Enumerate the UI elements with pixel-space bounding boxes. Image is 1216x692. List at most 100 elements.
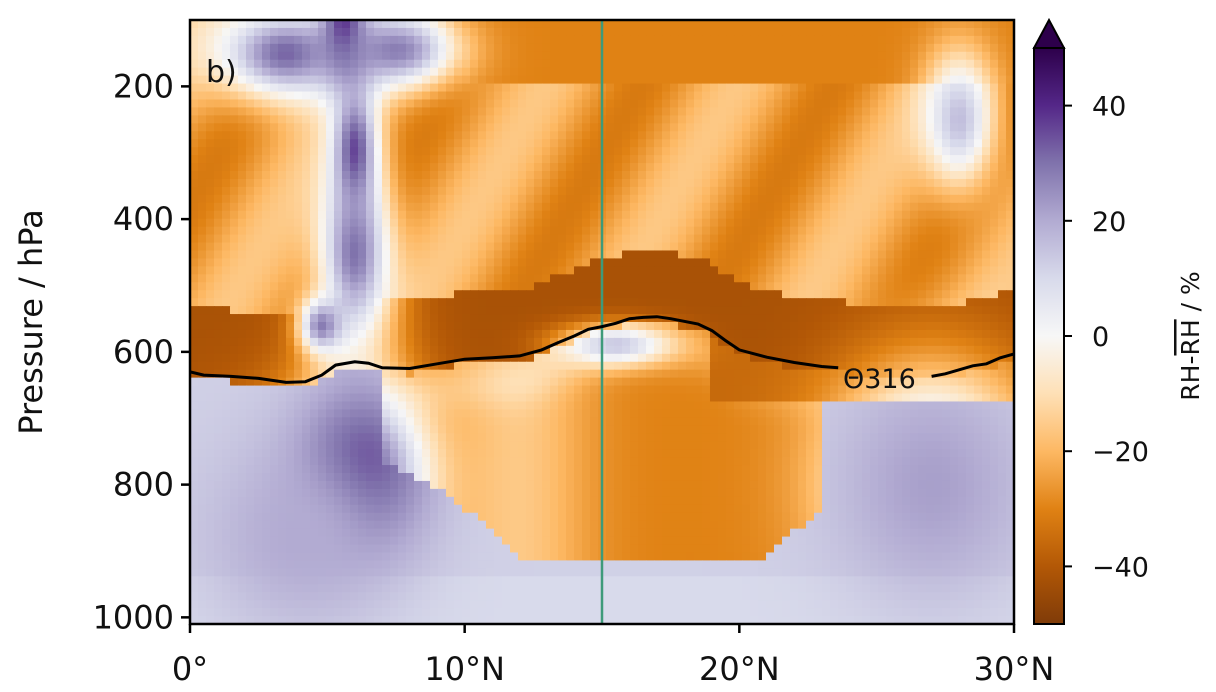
heatmap-cell [1006, 218, 1014, 228]
heatmap-cell [718, 107, 727, 116]
heatmap-cell [822, 202, 831, 212]
heatmap-cell [478, 210, 487, 220]
heatmap-cell [934, 83, 943, 93]
heatmap-cell [254, 155, 263, 164]
heatmap-cell [254, 20, 263, 29]
heatmap-cell [670, 107, 679, 116]
heatmap-cell [646, 35, 655, 45]
heatmap-cell [646, 393, 655, 403]
heatmap-cell [654, 353, 663, 363]
heatmap-cell [390, 155, 399, 164]
heatmap-cell [902, 51, 911, 61]
heatmap-cell [854, 107, 863, 116]
heatmap-cell [222, 306, 231, 315]
heatmap-cell [502, 139, 511, 148]
heatmap-cell [726, 234, 735, 244]
heatmap-cell [734, 226, 743, 236]
heatmap-cell [342, 27, 351, 37]
heatmap-cell [358, 59, 367, 69]
heatmap-cell [766, 194, 775, 204]
heatmap-cell [550, 115, 559, 124]
heatmap-cell [678, 83, 687, 93]
heatmap-cell [838, 274, 847, 283]
heatmap-cell [734, 385, 743, 395]
heatmap-cell [430, 139, 439, 148]
heatmap-cell [694, 131, 703, 140]
heatmap-cell [254, 385, 263, 395]
heatmap-cell [662, 171, 671, 180]
heatmap-cell [334, 282, 343, 291]
heatmap-cell [902, 20, 911, 29]
heatmap-cell [966, 314, 975, 323]
heatmap-cell [886, 35, 895, 45]
heatmap-cell [750, 369, 759, 379]
heatmap-cell [822, 171, 831, 180]
heatmap-cell [558, 393, 567, 403]
heatmap-cell [422, 155, 431, 164]
heatmap-cell [462, 99, 471, 109]
heatmap-cell [766, 123, 775, 132]
heatmap-cell [294, 337, 303, 347]
heatmap-cell [422, 234, 431, 244]
heatmap-cell [606, 282, 615, 291]
heatmap-cell [926, 226, 935, 236]
heatmap-cell [582, 401, 591, 411]
heatmap-cell [838, 353, 847, 363]
heatmap-cell [806, 59, 815, 69]
heatmap-cell [670, 345, 679, 355]
heatmap-cell [534, 290, 543, 299]
heatmap-cell [278, 306, 287, 315]
heatmap-cell [446, 337, 455, 347]
heatmap-cell [758, 51, 767, 61]
heatmap-cell [790, 115, 799, 124]
heatmap-cell [238, 27, 247, 37]
heatmap-cell [382, 83, 391, 93]
heatmap-cell [726, 226, 735, 236]
heatmap-cell [934, 314, 943, 323]
heatmap-cell [694, 274, 703, 283]
heatmap-cell [790, 171, 799, 180]
heatmap-cell [358, 393, 367, 403]
heatmap-cell [438, 43, 447, 53]
heatmap-cell [286, 186, 295, 196]
heatmap-cell [310, 393, 319, 403]
heatmap-cell [710, 274, 719, 283]
heatmap-cell [854, 314, 863, 323]
heatmap-cell [326, 20, 335, 29]
heatmap-cell [838, 234, 847, 244]
heatmap-cell [398, 147, 407, 156]
heatmap-cell [454, 59, 463, 69]
heatmap-cell [910, 226, 919, 236]
heatmap-cell [958, 242, 967, 252]
heatmap-cell [358, 377, 367, 387]
heatmap-cell [670, 329, 679, 339]
heatmap-cell [254, 361, 263, 371]
heatmap-cell [478, 51, 487, 61]
heatmap-cell [286, 123, 295, 132]
heatmap-cell [366, 171, 375, 180]
heatmap-cell [406, 35, 415, 45]
heatmap-cell [662, 345, 671, 355]
heatmap-cell [678, 290, 687, 299]
heatmap-cell [422, 139, 431, 148]
heatmap-cell [758, 306, 767, 315]
heatmap-cell [942, 290, 951, 299]
heatmap-cell [478, 186, 487, 196]
heatmap-cell [782, 202, 791, 212]
heatmap-cell [982, 155, 991, 164]
heatmap-cell [230, 99, 239, 109]
heatmap-cell [886, 250, 895, 260]
heatmap-cell [718, 210, 727, 220]
heatmap-cell [542, 107, 551, 116]
heatmap-cell [278, 75, 287, 85]
heatmap-cell [446, 27, 455, 37]
heatmap-cell [534, 298, 543, 307]
heatmap-cell [638, 202, 647, 212]
heatmap-cell [934, 20, 943, 29]
heatmap-cell [486, 51, 495, 61]
heatmap-cell [582, 43, 591, 53]
heatmap-cell [638, 35, 647, 45]
heatmap-cell [846, 210, 855, 220]
heatmap-cell [758, 226, 767, 236]
heatmap-cell [702, 290, 711, 299]
